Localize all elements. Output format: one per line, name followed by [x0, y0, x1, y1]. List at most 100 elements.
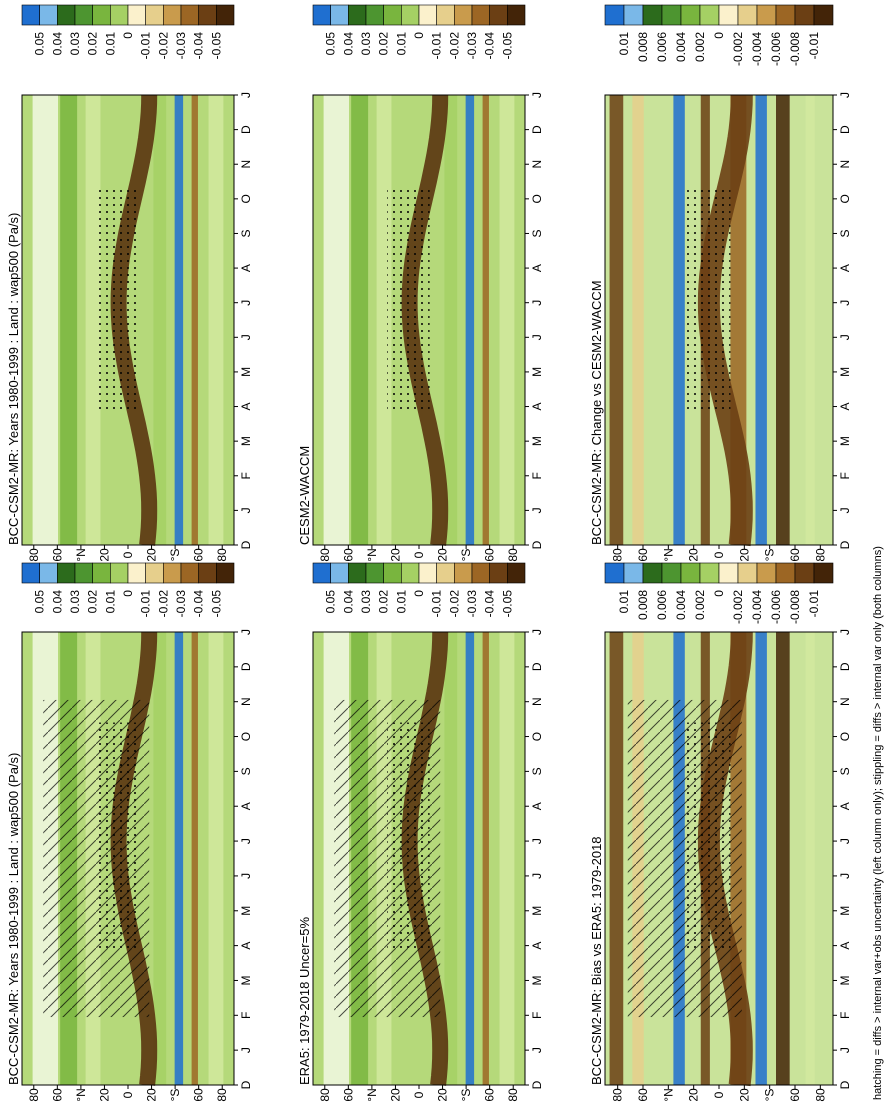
colorbar-box: [775, 4, 796, 26]
colorbar-label: -0.004: [750, 32, 764, 66]
month-label: J: [530, 838, 544, 844]
lat-label: 80: [215, 1088, 229, 1102]
month-label: M: [530, 975, 544, 985]
lat-label: 80: [813, 1088, 827, 1102]
colorbar-label: -0.05: [500, 32, 514, 60]
colorbar-box: [216, 4, 235, 26]
colorbar-label: -0.05: [500, 590, 514, 618]
month-label: M: [239, 436, 253, 446]
lat-label: 20: [687, 548, 701, 562]
colorbar-box: [110, 4, 129, 26]
lat-label: 60: [341, 548, 355, 562]
month-label: O: [530, 194, 544, 203]
month-label: A: [239, 264, 253, 272]
colorbar-box: [348, 4, 367, 26]
field-band: [465, 95, 475, 545]
colorbar-label: -0.02: [447, 590, 461, 618]
month-label: N: [838, 160, 852, 169]
colorbar-label: 0.03: [68, 32, 82, 56]
colorbar-label: 0.04: [341, 590, 355, 614]
colorbar-box: [348, 562, 367, 584]
month-label: O: [838, 732, 852, 741]
month-label: J: [838, 629, 852, 635]
colorbar-box: [718, 562, 739, 584]
month-label: J: [239, 334, 253, 340]
lat-label: 20: [687, 1088, 701, 1102]
field-band: [482, 95, 489, 545]
month-label: J: [239, 1047, 253, 1053]
colorbar-label: -0.01: [139, 590, 153, 618]
month-label: S: [239, 229, 253, 237]
month-label: D: [530, 1080, 544, 1089]
colorbar-box: [198, 4, 217, 26]
field-band: [499, 632, 515, 1085]
month-label: D: [530, 540, 544, 549]
month-label: J: [838, 838, 852, 844]
colorbar-box: [661, 4, 682, 26]
month-label: D: [838, 540, 852, 549]
colorbar-box: [74, 562, 93, 584]
lat-label: 20: [145, 548, 159, 562]
month-label: N: [239, 697, 253, 706]
month-label: J: [239, 507, 253, 513]
lat-label: 60: [50, 548, 64, 562]
colorbar-box: [642, 4, 663, 26]
month-label: J: [530, 92, 544, 98]
lat-label: °N: [365, 1088, 379, 1101]
colorbar-label: 0.002: [693, 590, 707, 620]
colorbar-label: 0.03: [68, 590, 82, 614]
colorbar-box: [39, 562, 58, 584]
colorbar-box: [623, 4, 644, 26]
month-label: A: [838, 802, 852, 810]
colorbar-box: [756, 4, 777, 26]
month-label: F: [239, 1012, 253, 1019]
hatching: [43, 699, 150, 1018]
month-label: J: [239, 873, 253, 879]
colorbar-label: 0.01: [617, 32, 631, 56]
colorbar-label: -0.02: [156, 590, 170, 618]
lat-label: 80: [27, 1088, 41, 1102]
lat-label: °S: [459, 1089, 473, 1102]
month-label: J: [838, 873, 852, 879]
lat-label: 60: [341, 1088, 355, 1102]
colorbar-label: 0: [412, 32, 426, 39]
field-band: [444, 632, 458, 1085]
colorbar-label: 0.004: [674, 590, 688, 620]
lat-label: 60: [636, 1088, 650, 1102]
lat-label: 60: [636, 548, 650, 562]
colorbar-box: [718, 4, 739, 26]
colorbar-label: -0.002: [731, 590, 745, 624]
month-label: O: [239, 194, 253, 203]
month-label: A: [530, 942, 544, 950]
month-label: J: [530, 629, 544, 635]
month-label: F: [838, 472, 852, 479]
month-label: S: [838, 229, 852, 237]
colorbar-label: 0.04: [50, 590, 64, 614]
colorbar-label: -0.01: [807, 32, 821, 60]
colorbar-label: 0.01: [394, 590, 408, 614]
month-label: S: [530, 229, 544, 237]
lat-label: 0: [412, 1091, 426, 1098]
field-band: [673, 95, 685, 545]
colorbar-box: [471, 562, 490, 584]
colorbar-box: [401, 562, 420, 584]
colorbar-label: -0.008: [788, 590, 802, 624]
month-label: J: [239, 629, 253, 635]
lat-label: 80: [27, 548, 41, 562]
colorbar-box: [737, 4, 758, 26]
field-band: [208, 95, 224, 545]
colorbar-box: [489, 562, 508, 584]
month-label: J: [838, 334, 852, 340]
lat-label: °S: [763, 1089, 777, 1102]
field-band: [153, 632, 167, 1085]
hatching: [627, 699, 742, 1018]
month-label: D: [838, 662, 852, 671]
field-band: [632, 95, 644, 545]
lat-label: 60: [50, 1088, 64, 1102]
colorbar-box: [418, 562, 437, 584]
colorbar-box: [604, 4, 625, 26]
colorbar-label: -0.05: [209, 590, 223, 618]
colorbar-box: [365, 4, 384, 26]
stippling: [96, 185, 139, 410]
colorbar-label: -0.006: [769, 590, 783, 624]
